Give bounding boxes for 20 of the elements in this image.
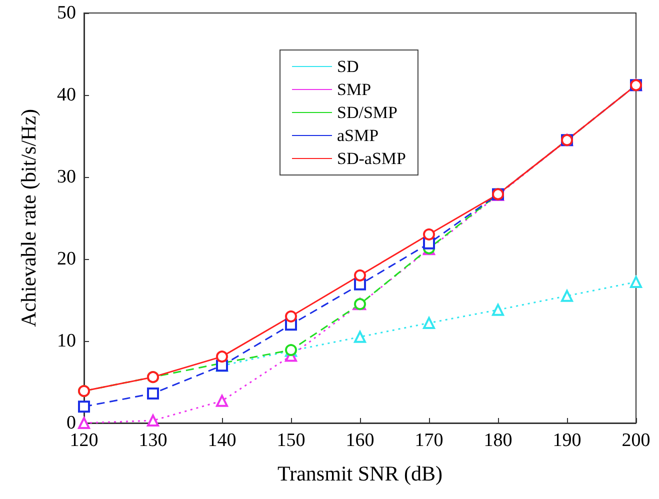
x-axis-title: Transmit SNR (dB): [278, 462, 442, 486]
x-tick-label: 130: [138, 430, 168, 451]
x-tick-label: 190: [552, 430, 582, 451]
legend-label: SD-aSMP: [337, 149, 406, 168]
y-tick-label: 40: [57, 84, 76, 106]
x-tick-label: 170: [414, 430, 444, 451]
x-tick-label: 140: [208, 430, 236, 451]
y-tick-label: 30: [57, 166, 76, 188]
y-tick-label: 10: [57, 330, 76, 352]
legend-label: SMP: [337, 80, 372, 99]
legend-label: aSMP: [337, 126, 379, 145]
x-tick-label: 200: [622, 430, 650, 451]
y-tick-label: 50: [57, 2, 76, 24]
x-tick-label: 160: [346, 430, 374, 451]
x-tick-label: 180: [484, 430, 512, 451]
legend-label: SD: [337, 57, 359, 76]
legend-label: SD/SMP: [337, 103, 398, 122]
x-tick-label: 150: [276, 430, 306, 451]
y-tick-label: 20: [57, 248, 76, 270]
y-axis-title: Achievable rate (bit/s/Hz): [16, 108, 40, 328]
